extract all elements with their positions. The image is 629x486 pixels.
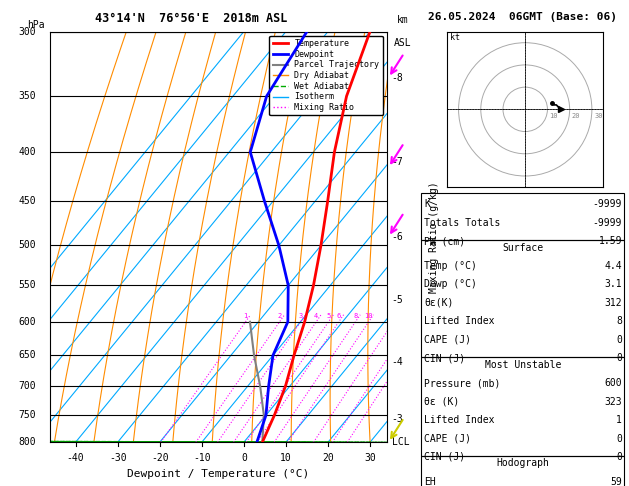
Text: km: km <box>397 16 408 25</box>
Text: 350: 350 <box>19 91 36 101</box>
Text: 30: 30 <box>594 113 603 119</box>
Text: -9999: -9999 <box>593 218 622 228</box>
Text: Lifted Index: Lifted Index <box>424 316 494 327</box>
Text: 323: 323 <box>604 397 622 407</box>
Text: 20: 20 <box>322 452 334 463</box>
Text: Totals Totals: Totals Totals <box>424 218 500 228</box>
Text: 1: 1 <box>616 415 622 425</box>
Text: 6: 6 <box>337 312 341 318</box>
Text: -8: -8 <box>391 73 403 83</box>
Text: ASL: ASL <box>394 38 411 48</box>
Text: 4.4: 4.4 <box>604 261 622 271</box>
Text: Most Unstable: Most Unstable <box>484 360 561 370</box>
Text: CAPE (J): CAPE (J) <box>424 434 471 444</box>
Text: CIN (J): CIN (J) <box>424 353 465 364</box>
Text: 300: 300 <box>19 27 36 36</box>
Text: 3: 3 <box>299 312 303 318</box>
Text: 750: 750 <box>19 410 36 420</box>
Text: 10: 10 <box>364 312 373 318</box>
Text: hPa: hPa <box>28 19 45 30</box>
Text: -20: -20 <box>151 452 169 463</box>
Text: 10: 10 <box>280 452 292 463</box>
Text: 0: 0 <box>616 335 622 345</box>
Text: 3.1: 3.1 <box>604 279 622 290</box>
Text: Dewpoint / Temperature (°C): Dewpoint / Temperature (°C) <box>128 469 309 479</box>
Text: 5: 5 <box>326 312 331 318</box>
Text: 650: 650 <box>19 350 36 360</box>
Text: 20: 20 <box>572 113 581 119</box>
Text: 10: 10 <box>550 113 558 119</box>
Text: CIN (J): CIN (J) <box>424 452 465 462</box>
Text: 8: 8 <box>616 316 622 327</box>
Text: 4: 4 <box>314 312 318 318</box>
Text: -3: -3 <box>391 414 403 424</box>
Text: -40: -40 <box>67 452 84 463</box>
Text: 1.59: 1.59 <box>599 236 622 246</box>
Text: PW (cm): PW (cm) <box>424 236 465 246</box>
Text: 8: 8 <box>353 312 357 318</box>
Text: -9999: -9999 <box>593 199 622 209</box>
Text: 800: 800 <box>19 437 36 447</box>
Text: 550: 550 <box>19 280 36 290</box>
Text: -5: -5 <box>391 295 403 305</box>
Text: Lifted Index: Lifted Index <box>424 415 494 425</box>
Text: Mixing Ratio (g/kg): Mixing Ratio (g/kg) <box>429 181 439 293</box>
Text: θε(K): θε(K) <box>424 298 454 308</box>
Legend: Temperature, Dewpoint, Parcel Trajectory, Dry Adiabat, Wet Adiabat, Isotherm, Mi: Temperature, Dewpoint, Parcel Trajectory… <box>269 36 382 115</box>
Text: LCL: LCL <box>391 437 409 447</box>
Text: 600: 600 <box>604 378 622 388</box>
Text: 0: 0 <box>616 452 622 462</box>
Text: Hodograph: Hodograph <box>496 458 549 469</box>
Text: 59: 59 <box>610 477 622 486</box>
Text: Dewp (°C): Dewp (°C) <box>424 279 477 290</box>
Text: 450: 450 <box>19 196 36 207</box>
Text: EH: EH <box>424 477 436 486</box>
Text: Pressure (mb): Pressure (mb) <box>424 378 500 388</box>
Text: CAPE (J): CAPE (J) <box>424 335 471 345</box>
Text: kt: kt <box>450 34 460 42</box>
Text: 700: 700 <box>19 382 36 391</box>
Text: 2: 2 <box>277 312 282 318</box>
Text: Surface: Surface <box>502 243 543 253</box>
Text: -10: -10 <box>193 452 211 463</box>
Text: -4: -4 <box>391 357 403 367</box>
Text: 0: 0 <box>616 434 622 444</box>
Text: -30: -30 <box>109 452 126 463</box>
Text: 26.05.2024  06GMT (Base: 06): 26.05.2024 06GMT (Base: 06) <box>428 12 616 22</box>
Text: 500: 500 <box>19 241 36 250</box>
Text: 0: 0 <box>616 353 622 364</box>
Text: 1: 1 <box>243 312 248 318</box>
Text: -7: -7 <box>391 157 403 167</box>
Text: 0: 0 <box>241 452 247 463</box>
Text: 30: 30 <box>364 452 376 463</box>
Text: Temp (°C): Temp (°C) <box>424 261 477 271</box>
Text: 312: 312 <box>604 298 622 308</box>
Text: θε (K): θε (K) <box>424 397 459 407</box>
Text: 600: 600 <box>19 317 36 327</box>
Text: -6: -6 <box>391 232 403 242</box>
Text: 400: 400 <box>19 147 36 157</box>
Text: K: K <box>424 199 430 209</box>
Text: 43°14'N  76°56'E  2018m ASL: 43°14'N 76°56'E 2018m ASL <box>96 13 288 25</box>
